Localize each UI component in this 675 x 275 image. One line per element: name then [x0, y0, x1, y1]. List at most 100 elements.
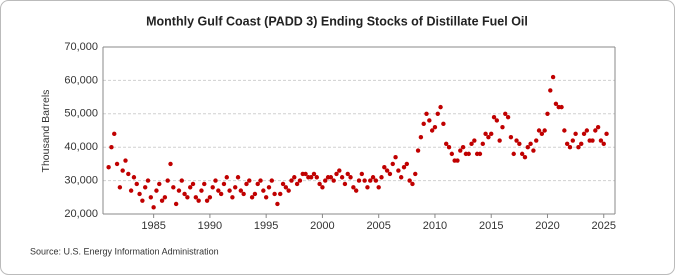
- data-point: [387, 171, 393, 177]
- data-point: [500, 124, 505, 130]
- data-point: [114, 161, 120, 167]
- data-point: [590, 138, 595, 143]
- data-point: [137, 191, 142, 197]
- data-point: [564, 141, 570, 147]
- data-point: [308, 175, 314, 180]
- data-point: [278, 191, 283, 197]
- data-point: [199, 188, 204, 193]
- data-point: [353, 188, 359, 193]
- data-point: [562, 128, 567, 133]
- x-tick-label: 2015: [479, 220, 503, 232]
- data-point: [469, 141, 474, 147]
- data-point: [579, 141, 584, 147]
- data-point: [165, 178, 170, 183]
- y-tick-label: 60,000: [64, 74, 98, 86]
- data-point: [522, 155, 528, 160]
- x-tick-label: 1995: [254, 220, 278, 232]
- data-point: [458, 148, 463, 153]
- data-point: [432, 124, 438, 130]
- data-point: [176, 188, 182, 193]
- data-point: [424, 111, 429, 117]
- x-tick-label: 2005: [366, 220, 390, 232]
- data-point: [393, 155, 398, 160]
- data-point: [373, 178, 379, 183]
- data-point: [120, 168, 125, 173]
- data-point: [536, 128, 542, 133]
- data-point: [233, 185, 238, 190]
- data-point: [514, 138, 519, 143]
- data-point: [376, 185, 381, 190]
- data-point: [261, 188, 266, 193]
- data-point: [193, 195, 199, 200]
- data-point: [550, 74, 556, 80]
- data-point: [216, 188, 221, 193]
- data-point: [272, 191, 277, 197]
- data-point: [173, 201, 179, 207]
- data-point: [553, 101, 559, 106]
- data-point: [255, 181, 260, 187]
- data-point: [258, 178, 263, 183]
- data-point: [508, 134, 514, 140]
- data-point: [598, 138, 604, 143]
- data-point: [460, 145, 466, 150]
- data-point: [244, 181, 249, 187]
- data-point: [441, 121, 446, 127]
- data-point: [112, 131, 117, 137]
- data-point: [204, 198, 210, 203]
- data-point: [317, 181, 322, 187]
- data-point: [210, 185, 215, 190]
- data-point: [303, 171, 308, 177]
- data-point: [289, 178, 294, 183]
- x-tick-label: 1985: [141, 220, 165, 232]
- data-point: [339, 175, 345, 180]
- data-point: [446, 145, 452, 150]
- data-point: [384, 168, 390, 173]
- chart-title: Monthly Gulf Coast (PADD 3) Ending Stock…: [146, 14, 528, 28]
- data-point: [323, 178, 328, 183]
- data-point: [297, 178, 303, 183]
- data-point: [348, 175, 353, 180]
- data-point: [449, 151, 455, 157]
- data-point: [534, 138, 539, 143]
- data-point: [182, 191, 187, 197]
- data-point: [207, 195, 213, 200]
- data-point: [505, 114, 511, 120]
- data-point: [227, 188, 232, 193]
- data-point: [379, 175, 384, 180]
- data-point: [559, 104, 564, 110]
- data-point: [418, 134, 424, 140]
- data-point: [356, 178, 362, 183]
- data-point: [106, 165, 111, 170]
- data-point: [218, 191, 224, 197]
- data-point: [213, 178, 218, 183]
- plot-area: 20,000 30,000 40,000 50,000 60,000 70,000 1985…: [64, 41, 616, 232]
- data-point: [331, 178, 336, 183]
- data-point: [370, 175, 376, 180]
- data-point: [345, 171, 350, 177]
- data-point: [252, 191, 258, 197]
- data-point: [140, 198, 145, 203]
- data-point: [407, 178, 412, 183]
- data-point: [359, 171, 365, 177]
- data-point: [286, 188, 291, 193]
- data-point: [126, 171, 131, 177]
- data-point: [567, 145, 573, 150]
- data-point: [202, 181, 207, 187]
- data-point: [266, 185, 272, 190]
- data-point: [151, 205, 156, 210]
- data-point: [519, 151, 525, 157]
- data-point: [382, 165, 387, 170]
- data-point: [283, 185, 289, 190]
- y-tick-label: 30,000: [64, 175, 98, 187]
- data-point: [477, 151, 483, 157]
- data-point: [185, 195, 190, 200]
- data-point: [486, 134, 491, 140]
- data-point: [595, 124, 601, 130]
- data-point: [396, 168, 401, 173]
- data-point: [128, 188, 134, 193]
- x-tick-label: 2010: [423, 220, 447, 232]
- data-point: [196, 198, 201, 203]
- data-point: [235, 175, 241, 180]
- data-point: [576, 145, 581, 150]
